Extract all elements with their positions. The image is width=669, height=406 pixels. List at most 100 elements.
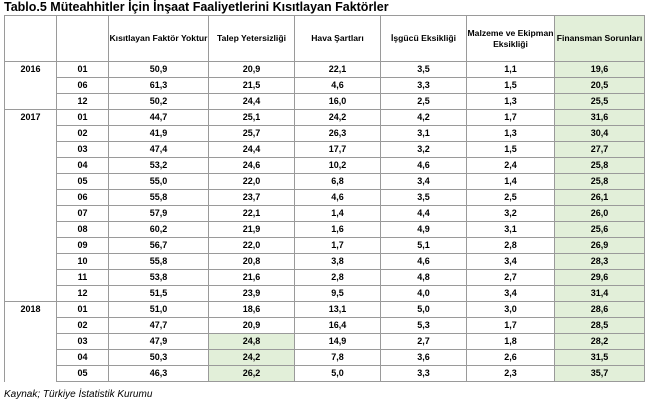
demand-cell: 22,1 <box>208 205 295 222</box>
header-no-constraint: Kısıtlayan Faktör Yoktur <box>108 15 209 62</box>
finance-cell: 26,9 <box>554 237 645 254</box>
weather-cell: 4,6 <box>294 189 381 206</box>
labor-cell: 4,6 <box>380 157 467 174</box>
table-row: 2018 01 51,0 18,6 13,1 5,0 3,0 28,6 <box>4 301 645 318</box>
table-row: 03 47,9 24,8 14,9 2,7 1,8 28,2 <box>4 333 645 350</box>
material-cell: 2,8 <box>466 237 555 254</box>
table-row: 12 50,2 24,4 16,0 2,5 1,3 25,5 <box>4 93 645 110</box>
month-cell: 03 <box>56 141 109 158</box>
year-cell <box>4 285 57 302</box>
labor-cell: 4,2 <box>380 109 467 126</box>
weather-cell: 7,8 <box>294 349 381 366</box>
no-constraint-cell: 50,2 <box>108 93 209 110</box>
month-cell: 02 <box>56 125 109 142</box>
material-cell: 1,5 <box>466 77 555 94</box>
month-cell: 10 <box>56 253 109 270</box>
table-row: 02 47,7 20,9 16,4 5,3 1,7 28,5 <box>4 317 645 334</box>
table-row: 12 51,5 23,9 9,5 4,0 3,4 31,4 <box>4 285 645 302</box>
month-cell: 04 <box>56 157 109 174</box>
demand-cell: 23,7 <box>208 189 295 206</box>
finance-cell: 25,8 <box>554 173 645 190</box>
header-month <box>56 15 109 62</box>
month-cell: 05 <box>56 365 109 382</box>
weather-cell: 17,7 <box>294 141 381 158</box>
demand-cell: 20,9 <box>208 61 295 78</box>
demand-cell: 24,2 <box>208 349 295 366</box>
material-cell: 2,4 <box>466 157 555 174</box>
demand-cell: 20,8 <box>208 253 295 270</box>
table-row: 2017 01 44,7 25,1 24,2 4,2 1,7 31,6 <box>4 109 645 126</box>
table-row: 04 50,3 24,2 7,8 3,6 2,6 31,5 <box>4 349 645 366</box>
month-cell: 11 <box>56 269 109 286</box>
year-cell <box>4 141 57 158</box>
material-cell: 1,4 <box>466 173 555 190</box>
material-cell: 1,3 <box>466 125 555 142</box>
demand-cell: 18,6 <box>208 301 295 318</box>
material-cell: 1,8 <box>466 333 555 350</box>
weather-cell: 5,0 <box>294 365 381 382</box>
finance-cell: 20,5 <box>554 77 645 94</box>
year-cell <box>4 157 57 174</box>
finance-cell: 29,6 <box>554 269 645 286</box>
demand-cell: 24,6 <box>208 157 295 174</box>
weather-cell: 16,4 <box>294 317 381 334</box>
material-cell: 2,6 <box>466 349 555 366</box>
finance-cell: 28,5 <box>554 317 645 334</box>
weather-cell: 10,2 <box>294 157 381 174</box>
no-constraint-cell: 47,7 <box>108 317 209 334</box>
no-constraint-cell: 51,5 <box>108 285 209 302</box>
no-constraint-cell: 46,3 <box>108 365 209 382</box>
material-cell: 2,3 <box>466 365 555 382</box>
month-cell: 12 <box>56 285 109 302</box>
weather-cell: 6,8 <box>294 173 381 190</box>
no-constraint-cell: 50,9 <box>108 61 209 78</box>
finance-cell: 35,7 <box>554 365 645 382</box>
weather-cell: 2,8 <box>294 269 381 286</box>
material-cell: 1,5 <box>466 141 555 158</box>
demand-cell: 22,0 <box>208 173 295 190</box>
month-cell: 04 <box>56 349 109 366</box>
month-cell: 12 <box>56 93 109 110</box>
weather-cell: 22,1 <box>294 61 381 78</box>
labor-cell: 5,0 <box>380 301 467 318</box>
material-cell: 1,7 <box>466 109 555 126</box>
finance-cell: 26,1 <box>554 189 645 206</box>
material-cell: 2,7 <box>466 269 555 286</box>
material-cell: 3,4 <box>466 253 555 270</box>
weather-cell: 9,5 <box>294 285 381 302</box>
no-constraint-cell: 47,9 <box>108 333 209 350</box>
demand-cell: 22,0 <box>208 237 295 254</box>
weather-cell: 13,1 <box>294 301 381 318</box>
year-cell <box>4 221 57 238</box>
finance-cell: 31,4 <box>554 285 645 302</box>
weather-cell: 1,4 <box>294 205 381 222</box>
year-cell <box>4 237 57 254</box>
labor-cell: 3,1 <box>380 125 467 142</box>
labor-cell: 3,6 <box>380 349 467 366</box>
year-cell <box>4 189 57 206</box>
month-cell: 06 <box>56 77 109 94</box>
material-cell: 2,5 <box>466 189 555 206</box>
header-demand: Talep Yetersizliği <box>208 15 295 62</box>
finance-cell: 28,3 <box>554 253 645 270</box>
no-constraint-cell: 60,2 <box>108 221 209 238</box>
labor-cell: 3,4 <box>380 173 467 190</box>
labor-cell: 3,5 <box>380 61 467 78</box>
material-cell: 3,0 <box>466 301 555 318</box>
labor-cell: 2,5 <box>380 93 467 110</box>
finance-cell: 25,5 <box>554 93 645 110</box>
month-cell: 07 <box>56 205 109 222</box>
year-cell <box>4 333 57 350</box>
finance-cell: 26,0 <box>554 205 645 222</box>
year-cell <box>4 93 57 110</box>
month-cell: 06 <box>56 189 109 206</box>
material-cell: 1,7 <box>466 317 555 334</box>
demand-cell: 20,9 <box>208 317 295 334</box>
table-row: 08 60,2 21,9 1,6 4,9 3,1 25,6 <box>4 221 645 238</box>
material-cell: 1,1 <box>466 61 555 78</box>
table-row: 03 47,4 24,4 17,7 3,2 1,5 27,7 <box>4 141 645 158</box>
header-finance: Finansman Sorunları <box>554 15 645 62</box>
table-title: Tablo.5 Müteahhitler İçin İnşaat Faaliye… <box>4 0 389 14</box>
table-row: 04 53,2 24,6 10,2 4,6 2,4 25,8 <box>4 157 645 174</box>
month-cell: 08 <box>56 221 109 238</box>
